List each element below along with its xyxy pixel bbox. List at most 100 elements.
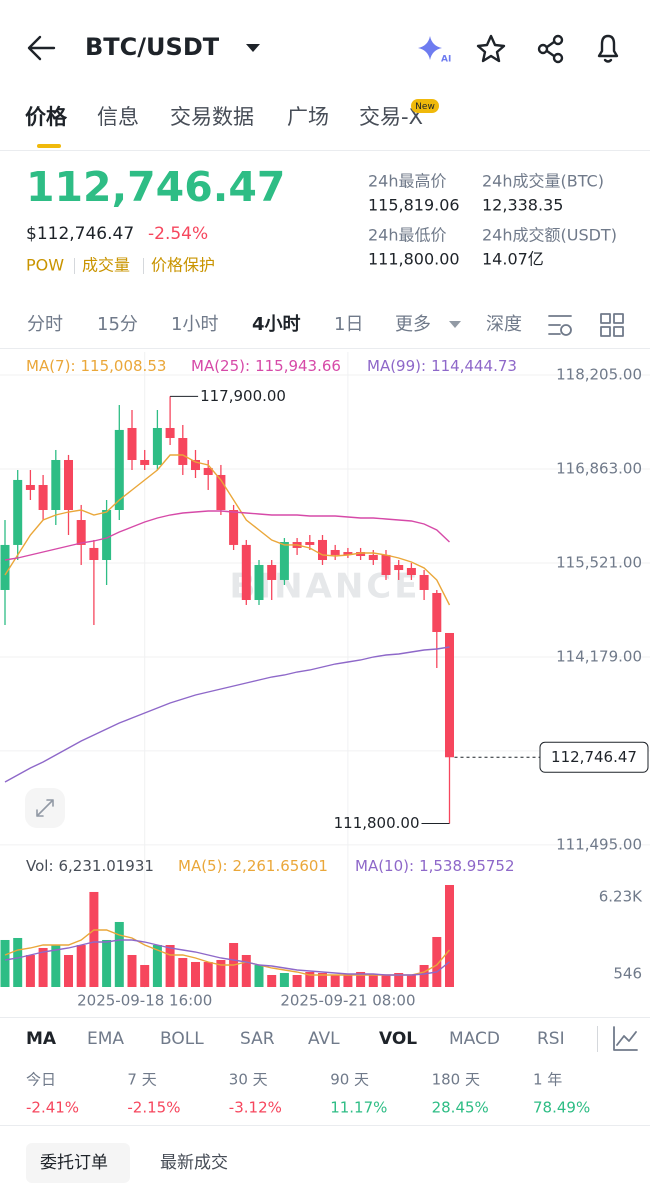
volume-tick-label: 6.23K [599, 888, 643, 906]
volume-ma-value: 2,261.65601 [233, 857, 328, 875]
share-button[interactable] [537, 34, 564, 64]
volume-bar [216, 959, 226, 987]
volume-bar [406, 975, 416, 987]
candle-body [114, 429, 124, 511]
ma-legend-name: MA(7): [26, 357, 76, 375]
timeframe[interactable]: 深度 [486, 314, 522, 335]
ai-button[interactable]: AI [418, 36, 451, 65]
favorite-button[interactable] [476, 34, 506, 63]
candle-body [229, 510, 239, 545]
volume-bar [318, 973, 327, 987]
price-change: -2.54% [148, 224, 208, 244]
candle-body [191, 459, 200, 471]
indicator-tab[interactable]: RSI [537, 1029, 565, 1049]
indicator-tab[interactable]: AVL [308, 1029, 340, 1049]
ma-legend: MA(7): 115,008.53 [26, 357, 166, 375]
stat-label: 24h成交量(BTC) [482, 172, 604, 191]
period-change: 78.49% [533, 1099, 590, 1117]
last-price-box [539, 741, 649, 773]
volume-bar [25, 954, 35, 987]
candle-body [432, 592, 442, 633]
alert-button[interactable] [597, 34, 619, 63]
tab[interactable]: 交易数据 [170, 105, 254, 129]
ma-legend-value: 114,444.73 [431, 357, 517, 375]
timeframe[interactable]: 更多 [395, 314, 431, 335]
last-price: 112,746.47 [26, 163, 285, 211]
candle-body [419, 574, 429, 590]
divider [0, 150, 650, 151]
stat-label: 24h最低价 [368, 226, 447, 245]
volume-ma-name: MA(10): [355, 857, 414, 875]
bottom-tab[interactable]: 委托订单 [40, 1153, 108, 1173]
ma-line [4, 646, 450, 783]
back-button[interactable] [27, 35, 56, 61]
period-change: -2.15% [127, 1099, 180, 1117]
chart-settings-button[interactable] [548, 315, 572, 336]
pair-caret[interactable] [246, 44, 260, 52]
indicator-tab[interactable]: MACD [449, 1029, 500, 1049]
stat-label: 24h最高价 [368, 172, 447, 191]
volume-bar [127, 954, 137, 987]
pair-title[interactable]: BTC/USDT [85, 33, 220, 61]
volume-bar [394, 973, 404, 987]
volume-bar [178, 957, 188, 987]
candle-body [330, 549, 340, 555]
volume-bar [0, 939, 10, 987]
volume-bar [114, 921, 124, 987]
volume-ma-legend: MA(5): 2,261.65601 [178, 857, 328, 875]
volume-bar [356, 971, 366, 987]
layout-button[interactable] [600, 313, 624, 337]
timeframe[interactable]: 1日 [334, 314, 363, 335]
tab[interactable]: 信息 [97, 105, 139, 129]
timeframe[interactable]: 15分 [97, 314, 138, 335]
period-change: 28.45% [432, 1099, 489, 1117]
candle-body [445, 632, 454, 758]
new-badge: New [415, 102, 435, 112]
timeframe[interactable]: 1小时 [171, 314, 218, 335]
volume-bar [165, 944, 175, 987]
candle-body [356, 552, 366, 557]
candle-body [254, 564, 264, 600]
timeframe[interactable]: 4小时 [252, 314, 301, 335]
tag-separator [143, 258, 144, 274]
candle-body [165, 427, 175, 439]
divider [0, 1017, 650, 1018]
candle-body [64, 459, 73, 511]
ma-legend-value: 115,008.53 [81, 357, 167, 375]
candle-body [89, 547, 99, 561]
indicator-tab[interactable]: VOL [379, 1029, 417, 1049]
volume-bar [51, 944, 61, 987]
candle-body [203, 467, 213, 475]
last-price-label: 112,746.47 [551, 748, 637, 766]
extreme-label: 111,800.00 [334, 814, 420, 832]
indicator-tab[interactable]: EMA [87, 1029, 124, 1049]
bottom-tab[interactable]: 最新成交 [160, 1153, 228, 1173]
volume-bar [203, 961, 213, 987]
candle-body [51, 459, 61, 511]
candle-body [216, 474, 226, 511]
price-tag[interactable]: 价格保护 [151, 256, 215, 275]
price-tag[interactable]: POW [26, 256, 64, 275]
volume-bar [381, 975, 391, 987]
indicator-tab[interactable]: SAR [240, 1029, 275, 1049]
x-tick-label: 2025-09-21 08:00 [280, 992, 415, 1010]
expand-button[interactable] [25, 788, 65, 828]
period-label: 今日 [26, 1071, 56, 1089]
indicator-tab[interactable]: BOLL [160, 1029, 204, 1049]
price-tag[interactable]: 成交量 [82, 256, 130, 275]
volume-bar [368, 975, 378, 987]
indicator-tab[interactable]: MA [26, 1029, 57, 1049]
tab[interactable]: 价格 [25, 105, 68, 129]
indicator-settings-button[interactable] [613, 1026, 638, 1051]
timeframe[interactable]: 分时 [27, 314, 63, 335]
volume-bar [89, 891, 99, 987]
period-label: 30 天 [229, 1071, 268, 1089]
candle-body [152, 427, 162, 465]
candle-body [140, 459, 150, 465]
candle-body [241, 544, 251, 600]
tab[interactable]: 广场 [287, 105, 329, 129]
more-caret [449, 321, 461, 328]
y-tick-label: 111,495.00 [556, 835, 642, 853]
divider [0, 348, 650, 349]
candle-body [76, 520, 86, 545]
